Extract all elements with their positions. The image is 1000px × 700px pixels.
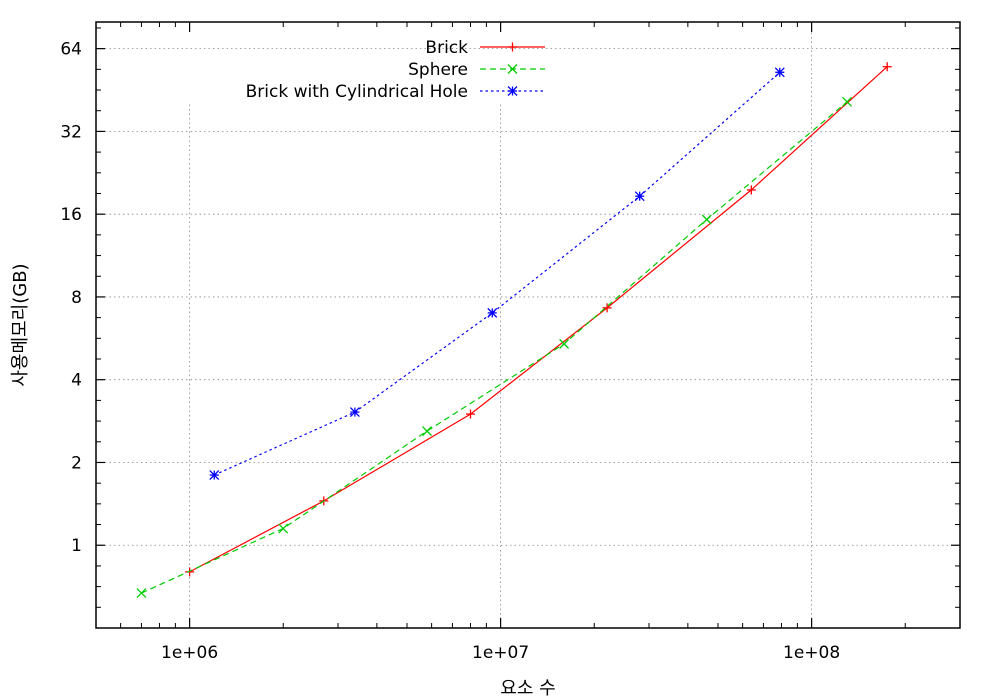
- y-tick-label: 8: [71, 288, 82, 308]
- data-point: [701, 214, 712, 225]
- data-point: [278, 523, 289, 534]
- data-point: [349, 407, 360, 418]
- axis-ticks: 1 2 4 8 16 32 64 1e+06 1e+07 1e+08: [60, 22, 961, 663]
- legend-label: Brick with Cylindrical Hole: [246, 82, 468, 102]
- data-point: [559, 338, 570, 349]
- x-tick-label: 1e+08: [783, 643, 840, 663]
- data-point: [136, 588, 147, 599]
- legend-entry: Sphere: [408, 60, 545, 80]
- series-line: [213, 71, 781, 476]
- series-brick-with-cylindrical-hole: [209, 67, 785, 481]
- series-brick: [185, 62, 892, 577]
- series-sphere: [136, 96, 853, 599]
- plot-area-frame: [95, 21, 961, 629]
- legend-marker: [507, 86, 518, 96]
- y-tick-label: 1: [71, 536, 82, 556]
- series-line: [141, 101, 848, 594]
- grid-lines: [96, 22, 960, 628]
- series-line: [189, 66, 888, 573]
- x-axis-label: 요소 수: [500, 678, 555, 699]
- data-point: [209, 470, 220, 481]
- data-point: [746, 185, 756, 195]
- legend-label: Brick: [425, 38, 468, 58]
- data-point: [185, 567, 195, 577]
- legend-entry: Brick with Cylindrical Hole: [246, 82, 545, 102]
- data-point: [487, 307, 498, 318]
- y-tick-label: 64: [60, 40, 82, 60]
- data-point: [422, 426, 433, 437]
- data-point: [634, 191, 645, 202]
- data-point: [882, 62, 892, 72]
- data-point: [842, 96, 853, 107]
- data-point: [602, 303, 612, 313]
- y-tick-label: 16: [60, 205, 82, 225]
- y-tick-label: 4: [71, 371, 82, 391]
- data-point: [774, 67, 785, 78]
- legend-label: Sphere: [408, 60, 468, 80]
- x-tick-label: 1e+06: [161, 643, 218, 663]
- y-tick-label: 32: [60, 122, 82, 142]
- legend-marker: [508, 42, 517, 52]
- legend-entry: Brick: [425, 38, 545, 58]
- x-tick-label: 1e+07: [472, 643, 529, 663]
- y-tick-label: 2: [71, 453, 82, 473]
- series-layer: [136, 62, 892, 599]
- data-point: [465, 409, 475, 419]
- legend-marker: [507, 64, 518, 74]
- y-axis-label: 사용메모리(GB): [10, 263, 31, 386]
